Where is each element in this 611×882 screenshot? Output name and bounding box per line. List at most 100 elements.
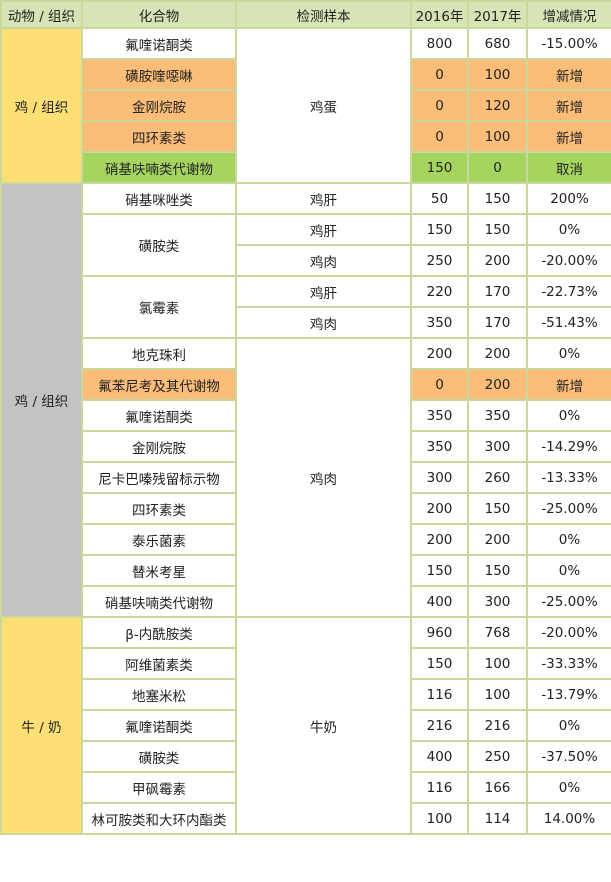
value-2016-cell: 200 — [410, 492, 469, 525]
value-2016-cell: 400 — [410, 740, 469, 773]
change-cell: -20.00% — [526, 616, 611, 649]
value-2016-cell: 0 — [410, 368, 469, 401]
value-2016-cell: 116 — [410, 678, 469, 711]
compound-cell: 金刚烷胺 — [81, 430, 237, 463]
value-2017-cell: 150 — [467, 554, 528, 587]
change-cell: -14.29% — [526, 430, 611, 463]
change-cell: 200% — [526, 182, 611, 215]
value-2017-cell: 166 — [467, 771, 528, 804]
value-2017-cell: 300 — [467, 585, 528, 618]
header-row: 动物 / 组织 化合物 检测样本 2016年 2017年 增减情况 — [0, 0, 611, 29]
table-row: 金刚烷胺 350 300 -14.29% — [1, 430, 611, 463]
value-2016-cell: 50 — [410, 182, 469, 215]
value-2016-cell: 150 — [410, 554, 469, 587]
compound-cell: 四环素类 — [81, 492, 237, 525]
table-row: 硝基呋喃类代谢物 400 300 -25.00% — [1, 585, 611, 618]
table-row: 磺胺类 400 250 -37.50% — [1, 740, 611, 773]
sample-cell: 鸡肝 — [235, 182, 412, 215]
compound-cell: 硝基呋喃类代谢物 — [81, 151, 237, 184]
value-2016-cell: 350 — [410, 306, 469, 339]
value-2017-cell: 350 — [467, 399, 528, 432]
value-2016-cell: 250 — [410, 244, 469, 277]
change-cell: 新增 — [526, 368, 611, 401]
value-2016-cell: 100 — [410, 802, 469, 835]
change-cell: 0% — [526, 554, 611, 587]
value-2016-cell: 150 — [410, 151, 469, 184]
header-2016: 2016年 — [410, 0, 469, 29]
value-2017-cell: 120 — [467, 89, 528, 122]
value-2017-cell: 150 — [467, 492, 528, 525]
table-row: 林可胺类和大环内酯类 100 114 14.00% — [1, 802, 611, 835]
table-row: 阿维菌素类 150 100 -33.33% — [1, 647, 611, 680]
compound-cell: 地塞米松 — [81, 678, 237, 711]
compound-cell: 氟喹诺酮类 — [81, 399, 237, 432]
table-row: 四环素类 200 150 -25.00% — [1, 492, 611, 525]
sample-cell: 牛奶 — [235, 616, 412, 835]
table-row: 牛 / 奶 β-内酰胺类 牛奶 960 768 -20.00% — [0, 616, 611, 835]
change-cell: 新增 — [526, 89, 611, 122]
value-2017-cell: 250 — [467, 740, 528, 773]
compound-cell: 尼卡巴嗪残留标示物 — [81, 461, 237, 494]
table-row: 四环素类 0 100 新增 — [1, 120, 611, 153]
change-cell: 新增 — [526, 58, 611, 91]
compound-cell: 磺胺喹噁啉 — [81, 58, 237, 91]
value-2017-cell: 170 — [467, 275, 528, 308]
table-row: 氟苯尼考及其代谢物 0 200 新增 — [1, 368, 611, 401]
table-row: 泰乐菌素 200 200 0% — [1, 523, 611, 556]
change-cell: -25.00% — [526, 585, 611, 618]
value-2017-cell: 300 — [467, 430, 528, 463]
table-row: 硝基呋喃类代谢物 150 0 取消 — [1, 151, 611, 184]
value-2016-cell: 350 — [410, 399, 469, 432]
compound-cell: 氟苯尼考及其代谢物 — [81, 368, 237, 401]
value-2017-cell: 150 — [467, 213, 528, 246]
table-row: 氟喹诺酮类 216 216 0% — [1, 709, 611, 742]
value-2017-cell: 200 — [467, 244, 528, 277]
change-cell: -20.00% — [526, 244, 611, 277]
value-2016-cell: 216 — [410, 709, 469, 742]
change-cell: 0% — [526, 399, 611, 432]
value-2016-cell: 200 — [410, 337, 469, 370]
sample-cell: 鸡肉 — [235, 306, 412, 339]
residue-limit-table: 动物 / 组织 化合物 检测样本 2016年 2017年 增减情况 鸡 / 组织… — [0, 0, 611, 835]
value-2017-cell: 100 — [467, 120, 528, 153]
value-2016-cell: 200 — [410, 523, 469, 556]
table-row: 尼卡巴嗪残留标示物 300 260 -13.33% — [1, 461, 611, 494]
compound-cell: 氟喹诺酮类 — [81, 27, 237, 60]
sample-cell: 鸡肝 — [235, 213, 412, 246]
sample-cell: 鸡蛋 — [235, 27, 412, 184]
value-2017-cell: 100 — [467, 678, 528, 711]
table-row: 鸡肉 350 170 -51.43% — [1, 306, 611, 339]
value-2017-cell: 216 — [467, 709, 528, 742]
sample-cell: 鸡肉 — [235, 244, 412, 277]
change-cell: -15.00% — [526, 27, 611, 60]
table-row: 地塞米松 116 100 -13.79% — [1, 678, 611, 711]
table-row: 鸡 / 组织 氟喹诺酮类 鸡蛋 800 680 -15.00% — [0, 27, 611, 184]
table-row: 鸡肉 250 200 -20.00% — [1, 244, 611, 277]
sample-cell: 鸡肝 — [235, 275, 412, 308]
compound-cell: 氯霉素 — [81, 275, 237, 339]
value-2017-cell: 100 — [467, 647, 528, 680]
table-row: 替米考星 150 150 0% — [1, 554, 611, 587]
change-cell: 0% — [526, 523, 611, 556]
compound-cell: 硝基呋喃类代谢物 — [81, 585, 237, 618]
value-2017-cell: 768 — [467, 616, 528, 649]
value-2017-cell: 150 — [467, 182, 528, 215]
table-row: 地克珠利 鸡肉 200 200 0% — [1, 337, 611, 618]
header-2017: 2017年 — [467, 0, 528, 29]
change-cell: 14.00% — [526, 802, 611, 835]
change-cell: -37.50% — [526, 740, 611, 773]
value-2016-cell: 400 — [410, 585, 469, 618]
value-2017-cell: 200 — [467, 368, 528, 401]
value-2016-cell: 960 — [410, 616, 469, 649]
table-row: 甲砜霉素 116 166 0% — [1, 771, 611, 804]
value-2017-cell: 680 — [467, 27, 528, 60]
change-cell: -13.79% — [526, 678, 611, 711]
value-2017-cell: 200 — [467, 337, 528, 370]
header-sample: 检测样本 — [235, 0, 412, 29]
header-animal-tissue: 动物 / 组织 — [0, 0, 83, 29]
value-2017-cell: 170 — [467, 306, 528, 339]
value-2016-cell: 0 — [410, 89, 469, 122]
compound-cell: 磺胺类 — [81, 213, 237, 277]
change-cell: -13.33% — [526, 461, 611, 494]
value-2016-cell: 150 — [410, 213, 469, 246]
